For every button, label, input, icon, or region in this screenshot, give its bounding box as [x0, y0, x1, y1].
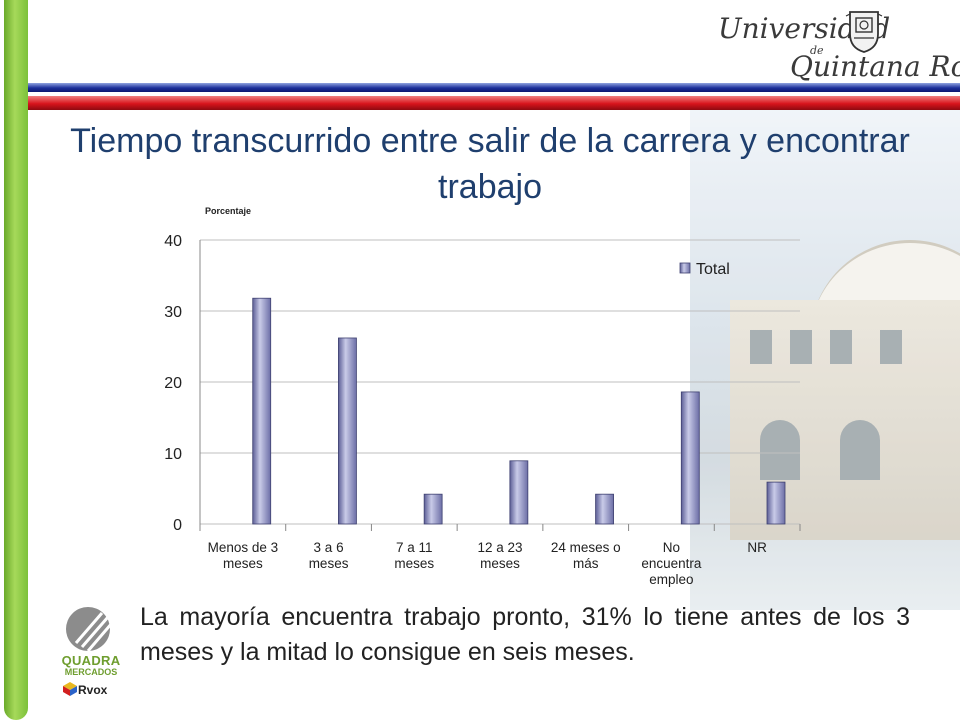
bar-0	[252, 297, 272, 525]
slide-body-text: La mayoría encuentra trabajo pronto, 31%…	[140, 603, 910, 666]
x-tick-label: No encuentra empleo	[641, 540, 702, 587]
x-tick-label: 24 meses o más	[551, 540, 621, 571]
y-tick-label: 30	[164, 304, 182, 321]
y-axis-ticks: 0 10 20 30 40	[164, 233, 182, 534]
header-red-stripe	[28, 96, 960, 110]
x-tick-label: 3 a 6 meses	[309, 540, 349, 571]
left-green-accent-bar	[4, 0, 28, 720]
y-tick-label: 40	[164, 233, 182, 250]
y-tick-label: 10	[164, 446, 182, 463]
chart-gridlines	[199, 239, 801, 531]
campus-building-photo	[690, 110, 960, 610]
rvox-text: Rvox	[78, 683, 108, 697]
bar-5	[680, 391, 700, 525]
x-tick-label: NR	[747, 540, 767, 555]
legend-label: Total	[696, 261, 730, 278]
x-tick-label: 12 a 23 meses	[477, 540, 522, 571]
universidad-quintana-roo-logo: Universidad de Quintana Roo	[718, 8, 960, 83]
bar-1	[338, 337, 357, 525]
chart-bars	[252, 297, 786, 525]
quadra-mercados-logo-icon	[66, 607, 114, 652]
x-tick-label: Menos de 3 meses	[208, 540, 279, 571]
mercados-text: MERCADOS	[64, 667, 118, 677]
rvox-cube-icon	[63, 682, 77, 696]
x-tick-label: 7 a 11 meses	[394, 540, 434, 571]
x-axis-labels: Menos de 3 meses 3 a 6 meses 7 a 11 meses 12 a…	[208, 540, 768, 587]
legend-swatch	[679, 262, 691, 274]
bar-6	[766, 481, 786, 525]
university-crest-icon	[845, 11, 883, 53]
slide-title: Tiempo transcurrido entre salir de la ca…	[70, 122, 910, 206]
bar-4	[595, 493, 614, 525]
logo-line-2: de	[810, 44, 824, 57]
logo-line-3: Quintana Roo	[790, 50, 960, 83]
chart-legend: Total	[679, 261, 730, 278]
quadra-text: QUADRA	[61, 653, 121, 668]
header-blue-stripe	[28, 83, 960, 92]
y-tick-label: 20	[164, 375, 182, 392]
bar-3	[509, 460, 529, 525]
bar-chart: Porcentaje 0 10 20 30 40 Menos de 3 meses 3 a …	[164, 206, 801, 587]
y-axis-label: Porcentaje	[205, 206, 251, 216]
quadra-mercados-logo: QUADRA MERCADOS Rvox	[58, 605, 124, 705]
bar-2	[423, 493, 443, 525]
y-tick-label: 0	[173, 517, 182, 534]
